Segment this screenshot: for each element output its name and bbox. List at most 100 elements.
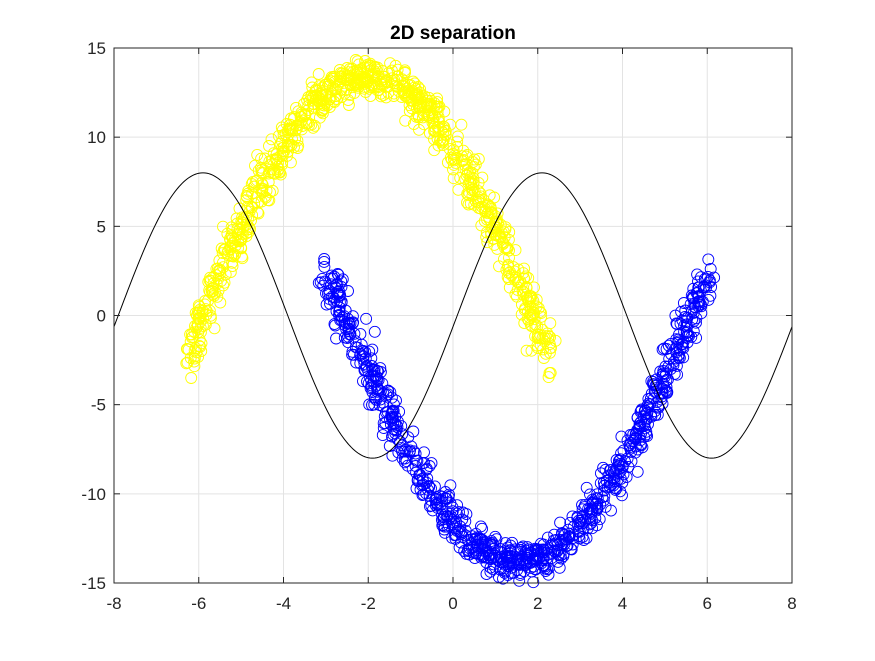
scatter-point xyxy=(272,129,285,142)
scatter-point xyxy=(472,201,485,214)
chart-title: 2D separation xyxy=(390,23,516,44)
scatter-point xyxy=(604,464,617,477)
x-tick-label: 8 xyxy=(787,594,796,613)
scatter-point xyxy=(514,568,527,581)
scatter-point xyxy=(615,430,628,443)
scatter-point xyxy=(477,551,490,563)
scatter-point xyxy=(346,310,359,323)
scatter-point xyxy=(409,447,422,460)
scatter-point xyxy=(467,183,479,196)
x-tick-label: -2 xyxy=(361,594,376,613)
scatter-point xyxy=(312,68,325,80)
scatter-point xyxy=(545,546,558,559)
scatter-point xyxy=(573,525,586,538)
scatter-point xyxy=(398,456,411,469)
scatter-point xyxy=(532,331,545,343)
scatter-point xyxy=(323,284,336,297)
scatter-point xyxy=(410,454,423,467)
scatter-point xyxy=(515,308,528,321)
scatter-point xyxy=(564,543,577,555)
scatter-point xyxy=(224,266,237,279)
scatter-point xyxy=(351,55,364,68)
scatter-point xyxy=(417,107,430,120)
scatter-point xyxy=(703,274,716,287)
scatter-point xyxy=(324,91,337,104)
scatter-point xyxy=(354,347,367,360)
scatter-point xyxy=(284,124,297,137)
scatter-point xyxy=(584,488,596,501)
scatter-point xyxy=(214,296,227,309)
scatter-point xyxy=(342,94,355,107)
scatter-point xyxy=(344,77,356,90)
y-tick-label: -10 xyxy=(81,485,106,504)
scatter-point xyxy=(386,410,399,423)
scatter-point xyxy=(586,503,599,516)
scatter-point xyxy=(492,230,505,243)
scatter-point xyxy=(535,310,548,323)
scatter-point xyxy=(598,484,611,497)
scatter-point xyxy=(216,247,229,260)
scatter-point xyxy=(374,87,387,100)
scatter-point xyxy=(594,477,607,490)
scatter-point xyxy=(413,123,425,136)
separation-curve xyxy=(113,172,793,459)
scatter-point xyxy=(509,288,522,301)
scatter-point xyxy=(421,94,434,107)
scatter-point xyxy=(456,506,469,519)
scatter-point xyxy=(357,350,370,363)
scatter-point xyxy=(616,459,629,472)
scatter-point xyxy=(431,501,444,514)
scatter-point xyxy=(673,328,685,341)
scatter-point xyxy=(686,291,699,304)
scatter-point xyxy=(204,274,217,287)
scatter-point xyxy=(331,295,344,308)
scatter-point xyxy=(432,121,445,133)
scatter-point xyxy=(372,384,385,397)
scatter-point xyxy=(428,97,441,110)
scatter-point xyxy=(200,308,213,321)
scatter-point xyxy=(372,374,385,387)
scatter-point xyxy=(544,539,557,552)
scatter-point xyxy=(379,417,392,430)
scatter-point xyxy=(704,262,717,275)
scatter-point xyxy=(485,206,498,219)
scatter-point xyxy=(323,292,336,305)
scatter-point xyxy=(196,319,209,332)
scatter-point xyxy=(692,281,705,294)
scatter-point xyxy=(512,552,524,565)
scatter-point xyxy=(691,268,704,281)
scatter-point xyxy=(360,312,373,325)
scatter-point xyxy=(255,177,268,190)
scatter-point xyxy=(695,298,707,311)
scatter-point xyxy=(593,513,606,526)
scatter-point xyxy=(190,346,203,359)
scatter-point xyxy=(241,187,254,200)
scatter-point xyxy=(438,520,451,533)
scatter-point xyxy=(226,260,239,273)
scatter-point xyxy=(554,516,567,529)
scatter-point xyxy=(580,532,593,545)
scatter-point xyxy=(468,198,481,211)
scatter-point xyxy=(431,132,444,145)
scatter-point xyxy=(226,256,239,269)
scatter-point xyxy=(344,328,357,341)
scatter-point xyxy=(257,167,270,180)
scatter-point xyxy=(426,116,439,129)
scatter-point xyxy=(536,552,549,565)
scatter-point xyxy=(418,109,431,122)
scatter-point xyxy=(444,479,457,492)
scatter-point xyxy=(384,386,397,399)
scatter-point xyxy=(192,312,205,325)
scatter-point xyxy=(308,119,321,132)
scatter-point xyxy=(184,335,197,348)
scatter-point xyxy=(193,300,206,313)
scatter-point xyxy=(561,539,574,552)
scatter-point xyxy=(423,500,436,513)
scatter-point xyxy=(360,361,373,374)
scatter-point xyxy=(262,167,275,180)
scatter-point xyxy=(316,81,329,94)
scatter-point xyxy=(461,196,473,209)
y-tick-label: 15 xyxy=(87,39,106,58)
x-axis-ticks: -8 -6 -4 -2 0 2 4 6 8 xyxy=(106,48,797,613)
scatter-point xyxy=(471,534,484,547)
